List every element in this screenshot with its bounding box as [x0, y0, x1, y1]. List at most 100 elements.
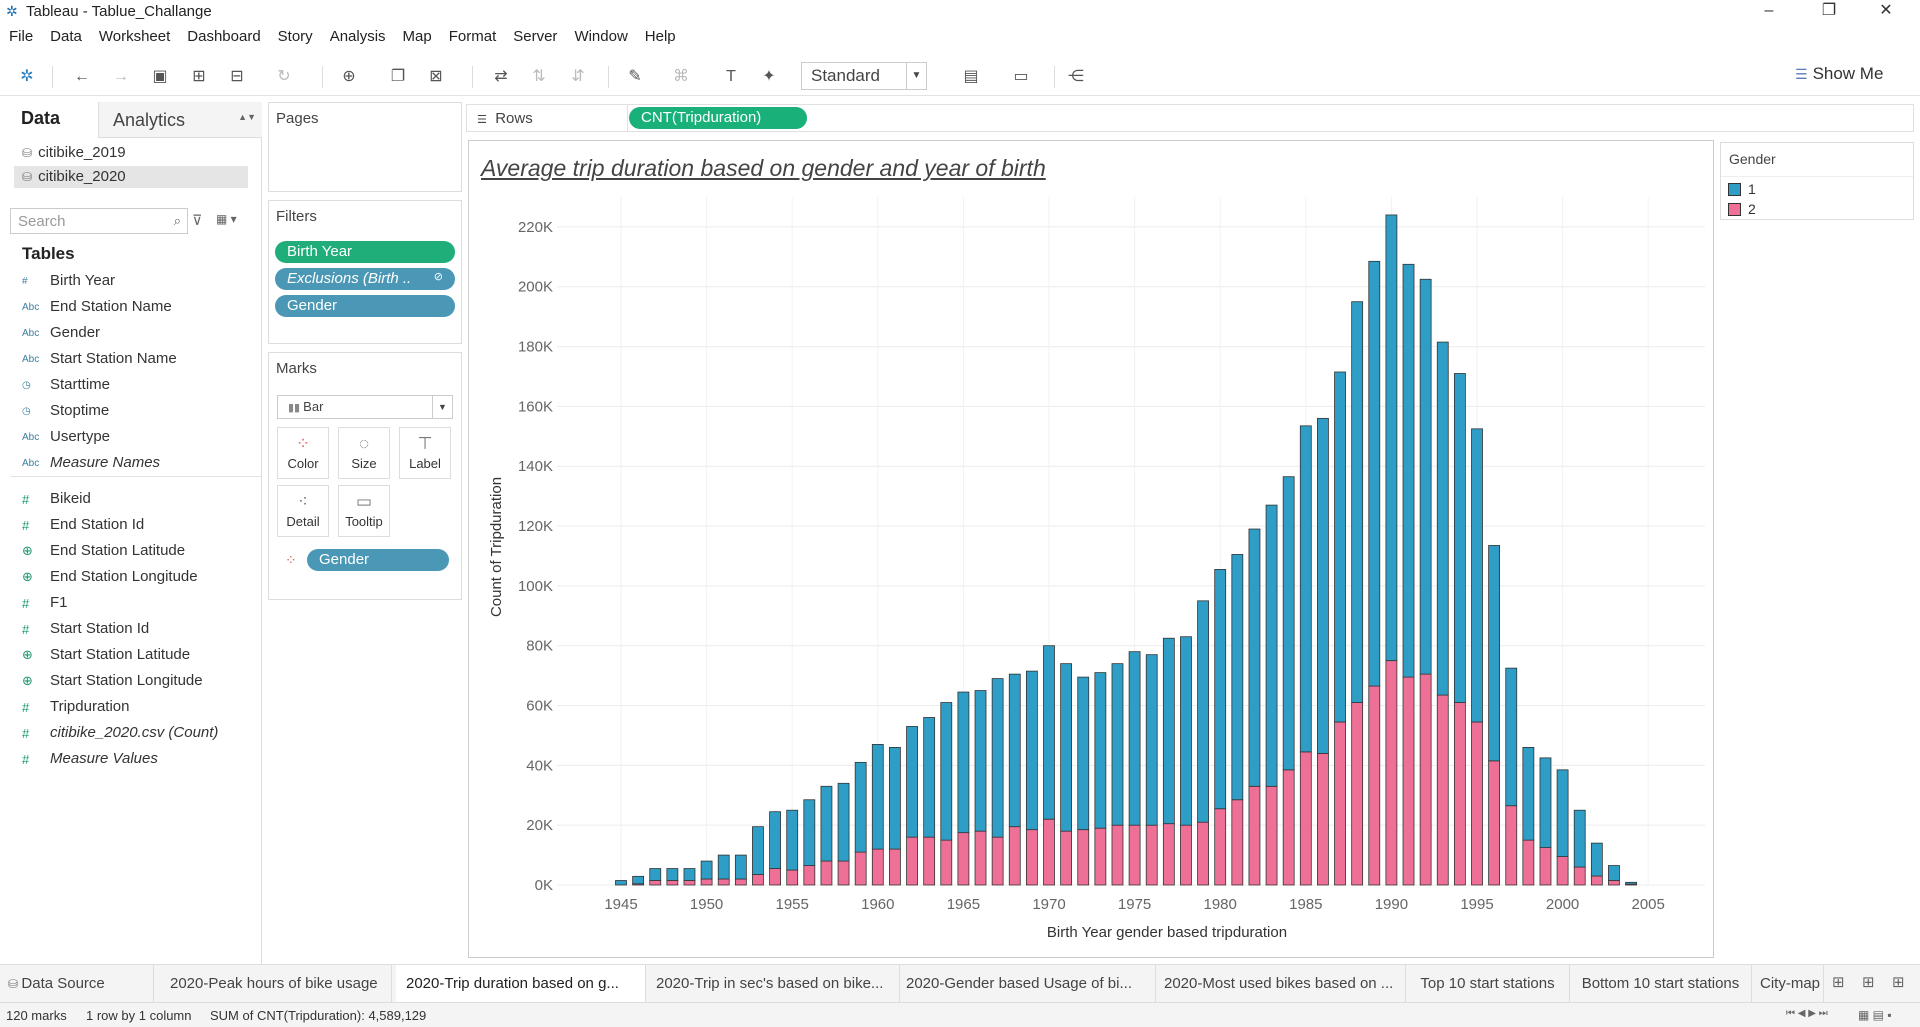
field-birth-year[interactable]: # Birth Year: [22, 272, 252, 296]
field-end-station-id[interactable]: # End Station Id: [22, 516, 252, 540]
bar-gender-1: [1573, 809, 1586, 868]
menu-window[interactable]: Window: [574, 28, 628, 45]
mark-type-select[interactable]: ▮▮ Bar ▼: [277, 395, 453, 419]
tab-sheet[interactable]: 2020-Peak hours of bike usage: [160, 965, 392, 1002]
field-start-station-id[interactable]: # Start Station Id: [22, 620, 252, 644]
bar-gender-2: [1282, 769, 1295, 886]
view-options-icon[interactable]: ▦ ▾: [216, 212, 237, 226]
bar-gender-2: [1162, 823, 1175, 886]
filter-pill-exclusions[interactable]: Exclusions (Birth .. ⊘: [275, 268, 455, 290]
redo-icon[interactable]: →: [113, 68, 129, 85]
field-end-station-name[interactable]: Abc End Station Name: [22, 298, 252, 322]
pin-axes-icon[interactable]: ✦: [762, 68, 776, 85]
menu-story[interactable]: Story: [277, 28, 313, 45]
menu-analysis[interactable]: Analysis: [329, 28, 386, 45]
tab-sheet-active[interactable]: 2020-Trip duration based on g...: [396, 965, 646, 1002]
sort-ascending-icon[interactable]: ⇅: [532, 68, 546, 85]
legend-item-2[interactable]: 2: [1728, 201, 1756, 217]
marks-label-button[interactable]: ⊤ Label: [399, 427, 451, 479]
field-starttime[interactable]: ◷ Starttime: [22, 376, 252, 400]
group-icon[interactable]: ⌘: [673, 68, 689, 85]
tab-sheet[interactable]: City-map: [1752, 965, 1824, 1002]
close-button[interactable]: ✕: [1879, 2, 1893, 19]
new-worksheet-icon[interactable]: ⊞: [1832, 974, 1845, 991]
menu-help[interactable]: Help: [644, 28, 676, 45]
field-start-station-name[interactable]: Abc Start Station Name: [22, 350, 252, 374]
field-measure-names[interactable]: Abc Measure Names: [22, 454, 252, 478]
sheet-sorter-icon[interactable]: ▦ ▤ ▪: [1858, 1008, 1892, 1022]
bar-gender-2: [649, 880, 662, 886]
undo-icon[interactable]: ←: [74, 68, 90, 85]
duplicate-sheet-icon[interactable]: ❐: [390, 68, 406, 85]
sort-descending-icon[interactable]: ⇵: [571, 68, 585, 85]
field-start-station-latitude[interactable]: ⊕ Start Station Latitude: [22, 646, 252, 670]
share-icon[interactable]: ⋲: [1068, 68, 1084, 85]
field-tripduration[interactable]: # Tripduration: [22, 698, 252, 722]
rows-shelf[interactable]: ☰ Rows CNT(Tripduration): [466, 104, 1914, 132]
show-labels-icon[interactable]: T: [726, 68, 736, 85]
field-end-station-longitude[interactable]: ⊕ End Station Longitude: [22, 568, 252, 592]
menu-format[interactable]: Format: [448, 28, 497, 45]
menu-map[interactable]: Map: [402, 28, 432, 45]
field-citibike-2020-csv-count[interactable]: # citibike_2020.csv (Count): [22, 724, 252, 748]
clear-sheet-icon[interactable]: ⊠: [429, 68, 443, 85]
tab-data-source[interactable]: ⛁ Data Source: [0, 965, 154, 1002]
tab-sheet[interactable]: 2020-Most used bikes based on ...: [1156, 965, 1406, 1002]
datasource-citibike-2020[interactable]: ⛁ citibike_2020: [14, 166, 248, 188]
filter-pill-gender[interactable]: Gender: [275, 295, 455, 317]
tableau-home-icon[interactable]: ✲: [20, 68, 34, 85]
tables-heading: Tables: [22, 244, 75, 263]
new-datasource-icon[interactable]: ⊞: [192, 68, 206, 85]
tab-data[interactable]: Data: [21, 108, 61, 128]
marks-detail-button[interactable]: ⁖ Detail: [277, 485, 329, 537]
save-icon[interactable]: ▣: [152, 68, 168, 85]
field-gender[interactable]: Abc Gender: [22, 324, 252, 348]
status-bar: 120 marks 1 row by 1 column SUM of CNT(T…: [0, 1002, 1920, 1027]
field-f1[interactable]: # F1: [22, 594, 252, 618]
menu-data[interactable]: Data: [50, 28, 82, 45]
show-me-button[interactable]: ☰ Show Me: [1795, 64, 1883, 84]
restore-button[interactable]: ❐: [1821, 2, 1837, 19]
sheet-nav-icon[interactable]: ⏮ ◀ ▶ ⏭: [1786, 1008, 1828, 1019]
filter-icon[interactable]: ⊽: [192, 212, 203, 228]
marks-tooltip-button[interactable]: ▭ Tooltip: [338, 485, 390, 537]
datasource-label: citibike_2019: [38, 144, 126, 161]
field-end-station-latitude[interactable]: ⊕ End Station Latitude: [22, 542, 252, 566]
rows-pill-cnt-tripduration[interactable]: CNT(Tripduration): [629, 107, 807, 129]
fit-select[interactable]: Standard ▼: [801, 62, 927, 90]
field-usertype[interactable]: Abc Usertype: [22, 428, 252, 452]
field-measure-values[interactable]: # Measure Values: [22, 750, 252, 774]
tab-sheet[interactable]: 2020-Gender based Usage of bi...: [900, 965, 1156, 1002]
marks-pill-gender[interactable]: Gender: [307, 549, 449, 571]
chart-title[interactable]: Average trip duration based on gender an…: [481, 155, 1046, 181]
menu-dashboard[interactable]: Dashboard: [187, 28, 261, 45]
new-worksheet-icon[interactable]: ⊕: [342, 68, 356, 85]
field-stoptime[interactable]: ◷ Stoptime: [22, 402, 252, 426]
field-name: Stoptime: [50, 402, 110, 419]
tab-sheet[interactable]: Top 10 start stations: [1406, 965, 1570, 1002]
field-start-station-longitude[interactable]: ⊕ Start Station Longitude: [22, 672, 252, 696]
marks-color-button[interactable]: ⁘ Color: [277, 427, 329, 479]
refresh-icon[interactable]: ↻: [277, 68, 291, 85]
new-dashboard-icon[interactable]: ⊞: [1862, 974, 1875, 991]
present-mode-icon[interactable]: ▭: [1013, 68, 1029, 85]
presentation-icon[interactable]: ▤: [963, 68, 979, 85]
new-story-icon[interactable]: ⊞: [1892, 974, 1905, 991]
swap-axes-icon[interactable]: ⇄: [494, 68, 508, 85]
pause-updates-icon[interactable]: ⊟: [230, 68, 244, 85]
tab-sheet[interactable]: Bottom 10 start stations: [1570, 965, 1752, 1002]
search-input[interactable]: Search ⌕: [10, 208, 188, 234]
menu-worksheet[interactable]: Worksheet: [98, 28, 171, 45]
legend-item-1[interactable]: 1: [1728, 181, 1756, 197]
minimize-button[interactable]: –: [1764, 2, 1774, 19]
tab-sheet[interactable]: 2020-Trip in sec's based on bike...: [646, 965, 900, 1002]
menu-file[interactable]: File: [9, 28, 34, 45]
marks-size-button[interactable]: ◌ Size: [338, 427, 390, 479]
bar-gender-1: [1385, 214, 1398, 662]
filter-pill-birth-year[interactable]: Birth Year: [275, 241, 455, 263]
tab-analytics[interactable]: Analytics ▲▼: [98, 102, 262, 138]
field-bikeid[interactable]: # Bikeid: [22, 490, 252, 514]
datasource-citibike-2019[interactable]: ⛁ citibike_2019: [14, 142, 248, 164]
menu-server[interactable]: Server: [513, 28, 558, 45]
highlight-icon[interactable]: ✎: [628, 68, 642, 85]
